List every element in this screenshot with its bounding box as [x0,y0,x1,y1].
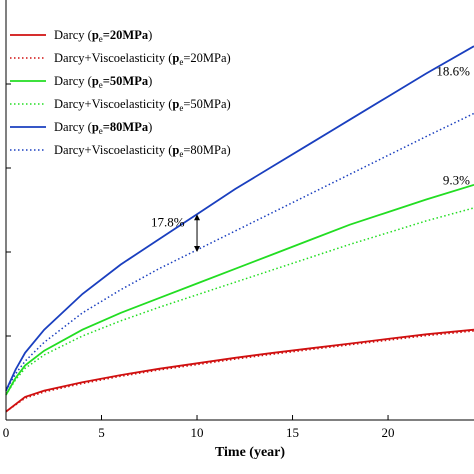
annotation-1: 17.8% [151,215,185,230]
annotation-layer: 17.8% 18.6% 9.3% [151,63,470,252]
legend-entry-1: Darcy (pe=20MPa) [54,28,152,44]
series-line-2 [5,330,474,413]
legend-entry-4: Darcy+Viscoelasticity (pe=50MPa) [54,97,231,113]
annotation-arrow-head-down [194,246,201,252]
legend: Darcy (pe=20MPa) Darcy+Viscoelasticity (p… [10,28,231,159]
x-tick-label-15: 15 [286,425,299,440]
x-tick-label-20: 20 [382,425,395,440]
series-line-4 [5,207,474,396]
x-tick-label-5: 5 [98,425,105,440]
annotation-arrow-head-up [194,214,201,221]
legend-entry-3: Darcy (pe=50MPa) [54,74,152,90]
legend-entry-5: Darcy (pe=80MPa) [54,120,152,136]
x-tick-label-0: 0 [3,425,10,440]
series-line-3 [5,183,474,396]
legend-entry-6: Darcy+Viscoelasticity (pe=80MPa) [54,143,231,159]
axes-layer: 0 5 10 15 20 [3,0,474,440]
annotation-2: 18.6% [436,63,470,78]
annotation-3: 9.3% [443,173,470,188]
x-axis-label: Time (year) [215,445,285,460]
legend-entry-2: Darcy+Viscoelasticity (pe=20MPa) [54,51,231,67]
series-line-1 [5,328,474,413]
x-tick-label-10: 10 [191,425,204,440]
series-line-5 [5,45,474,391]
